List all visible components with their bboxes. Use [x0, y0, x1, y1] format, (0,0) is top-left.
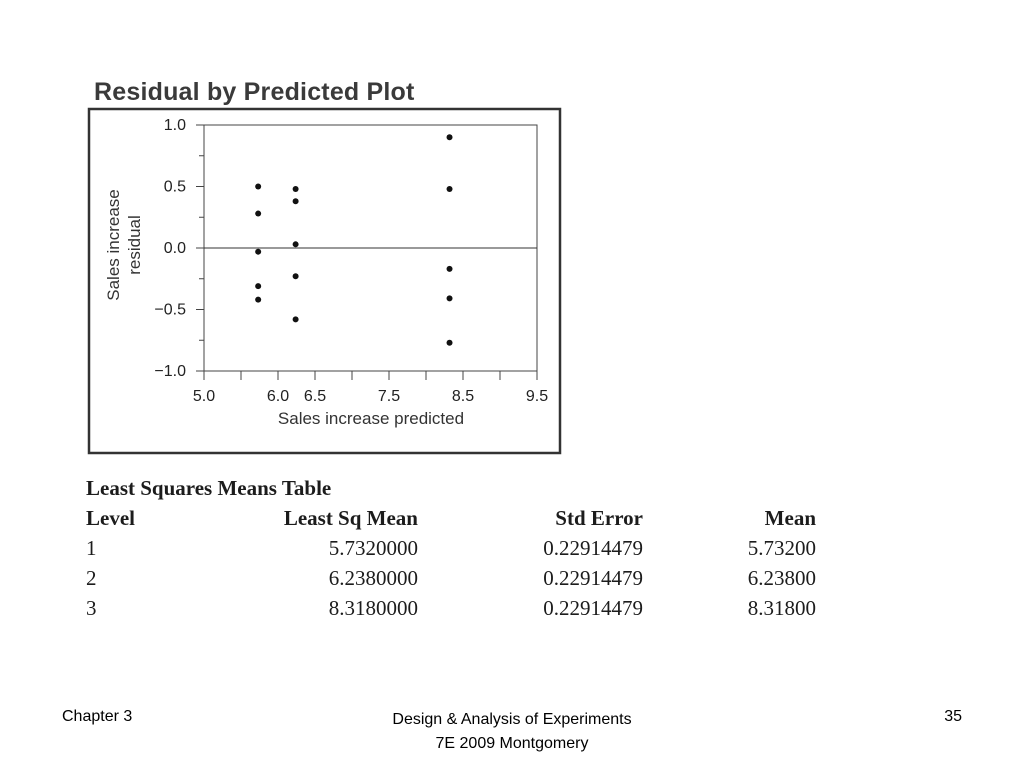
table-row: 3 8.3180000 0.22914479 8.31800	[86, 596, 846, 626]
cell-least-sq-mean: 6.2380000	[328, 566, 418, 590]
data-point	[446, 295, 453, 302]
y-tick-label: −0.5	[154, 302, 186, 319]
footer-book-title-line1: Design & Analysis of Experiments	[392, 711, 632, 728]
x-tick-label: 5.0	[193, 388, 215, 405]
x-tick-label: 6.0	[267, 388, 289, 405]
cell-mean: 6.23800	[747, 566, 816, 590]
data-point	[446, 134, 453, 141]
footer-chapter: Chapter 3	[62, 708, 133, 725]
data-point	[255, 210, 262, 217]
data-point	[255, 283, 262, 290]
y-tick-label: 1.0	[164, 117, 186, 134]
data-point	[446, 339, 453, 346]
x-tick-label: 6.5	[304, 388, 326, 405]
cell-level: 1	[86, 536, 97, 560]
cell-mean: 8.31800	[747, 596, 816, 620]
cell-std-error: 0.22914479	[543, 566, 643, 590]
data-point	[292, 273, 299, 280]
footer-page-number: 35	[944, 708, 962, 725]
plot-title: Residual by Predicted Plot	[94, 78, 415, 106]
plot-outer-frame	[87, 107, 562, 455]
header-mean: Mean	[764, 506, 816, 530]
x-axis-label: Sales increase predicted	[278, 409, 464, 428]
header-std-error: Std Error	[555, 506, 643, 530]
y-tick-label: −1.0	[154, 363, 186, 380]
table-row: 2 6.2380000 0.22914479 6.23800	[86, 566, 846, 596]
data-point	[446, 185, 453, 192]
data-point	[446, 265, 453, 272]
cell-level: 2	[86, 566, 97, 590]
x-tick-label: 9.5	[526, 388, 548, 405]
cell-std-error: 0.22914479	[543, 596, 643, 620]
footer-book-title: Design & Analysis of Experiments 7E 2009…	[392, 708, 631, 756]
cell-least-sq-mean: 5.7320000	[328, 536, 418, 560]
footer-book-title-line2: 7E 2009 Montgomery	[435, 735, 589, 752]
cell-least-sq-mean: 8.3180000	[328, 596, 418, 620]
data-point	[255, 296, 262, 303]
data-point	[255, 183, 262, 190]
data-point	[292, 241, 299, 248]
table-row: 1 5.7320000 0.22914479 5.73200	[86, 536, 846, 566]
table-title: Least Squares Means Table	[86, 476, 332, 500]
data-point	[292, 198, 299, 205]
y-tick-label: 0.0	[164, 240, 186, 257]
x-tick-label: 7.5	[378, 388, 400, 405]
y-tick-label: 0.5	[164, 179, 186, 196]
cell-mean: 5.73200	[747, 536, 816, 560]
table-header-row: Level Least Sq Mean Std Error Mean	[86, 506, 846, 536]
cell-level: 3	[86, 596, 97, 620]
data-point	[292, 185, 299, 192]
x-tick-label: 8.5	[452, 388, 474, 405]
data-point	[255, 248, 262, 255]
cell-std-error: 0.22914479	[543, 536, 643, 560]
data-point	[292, 316, 299, 323]
y-axis-label-line2: residual	[125, 215, 144, 275]
y-axis-label-line1: Sales increase	[104, 189, 123, 301]
header-level: Level	[86, 506, 135, 530]
header-least-sq-mean: Least Sq Mean	[283, 506, 418, 530]
